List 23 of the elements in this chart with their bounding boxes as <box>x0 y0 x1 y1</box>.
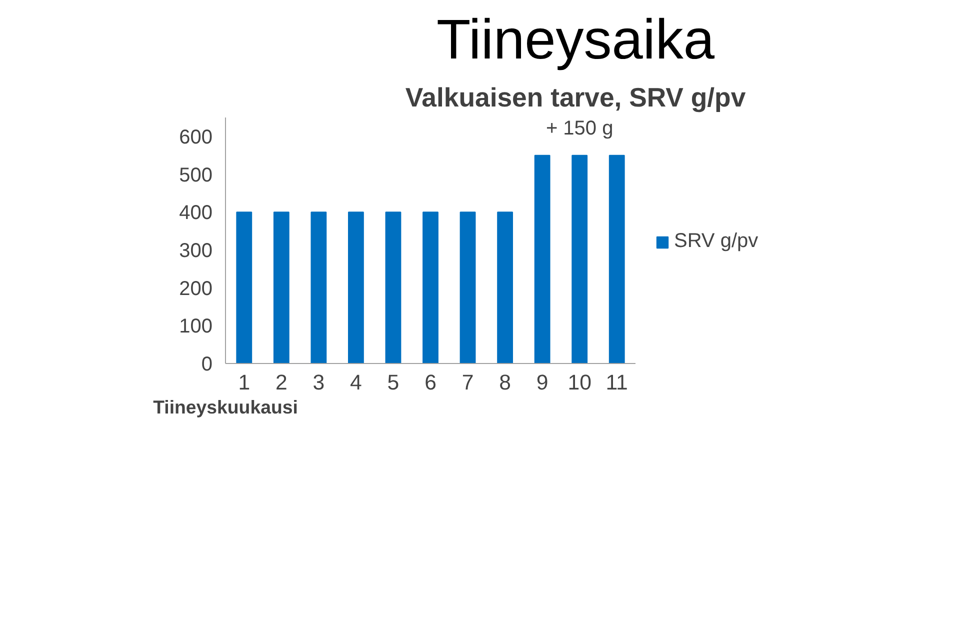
y-tick-label: 600 <box>179 126 213 148</box>
x-tick-label: 7 <box>462 370 474 394</box>
x-tick-label: 4 <box>350 370 362 394</box>
x-tick-label: 2 <box>275 370 288 394</box>
legend-label: SRV g/pv <box>674 230 758 253</box>
annotation: + 150 g <box>546 118 614 140</box>
x-tick-label: 11 <box>606 370 628 394</box>
y-tick-label: 200 <box>179 278 213 300</box>
chart-subtitle: Valkuaisen tarve, SRV g/pv <box>405 82 746 112</box>
x-tick-label: 6 <box>424 370 436 394</box>
y-tick-label: 500 <box>179 164 213 186</box>
y-tick-label: 400 <box>179 202 213 224</box>
x-tick-label: 1 <box>238 370 250 394</box>
x-tick-label: 10 <box>568 370 592 394</box>
x-tick-label: 9 <box>536 370 548 394</box>
y-tick-label: 100 <box>179 316 213 338</box>
y-tick-label: 0 <box>201 354 212 376</box>
x-tick-label: 8 <box>499 370 511 394</box>
x-axis-title: Tiineyskuukausi <box>153 396 298 418</box>
chart-title: Tiineysaika <box>436 8 716 70</box>
x-tick-label: 5 <box>387 370 400 394</box>
y-tick-label: 300 <box>179 240 213 262</box>
x-tick-label: 3 <box>312 370 325 394</box>
